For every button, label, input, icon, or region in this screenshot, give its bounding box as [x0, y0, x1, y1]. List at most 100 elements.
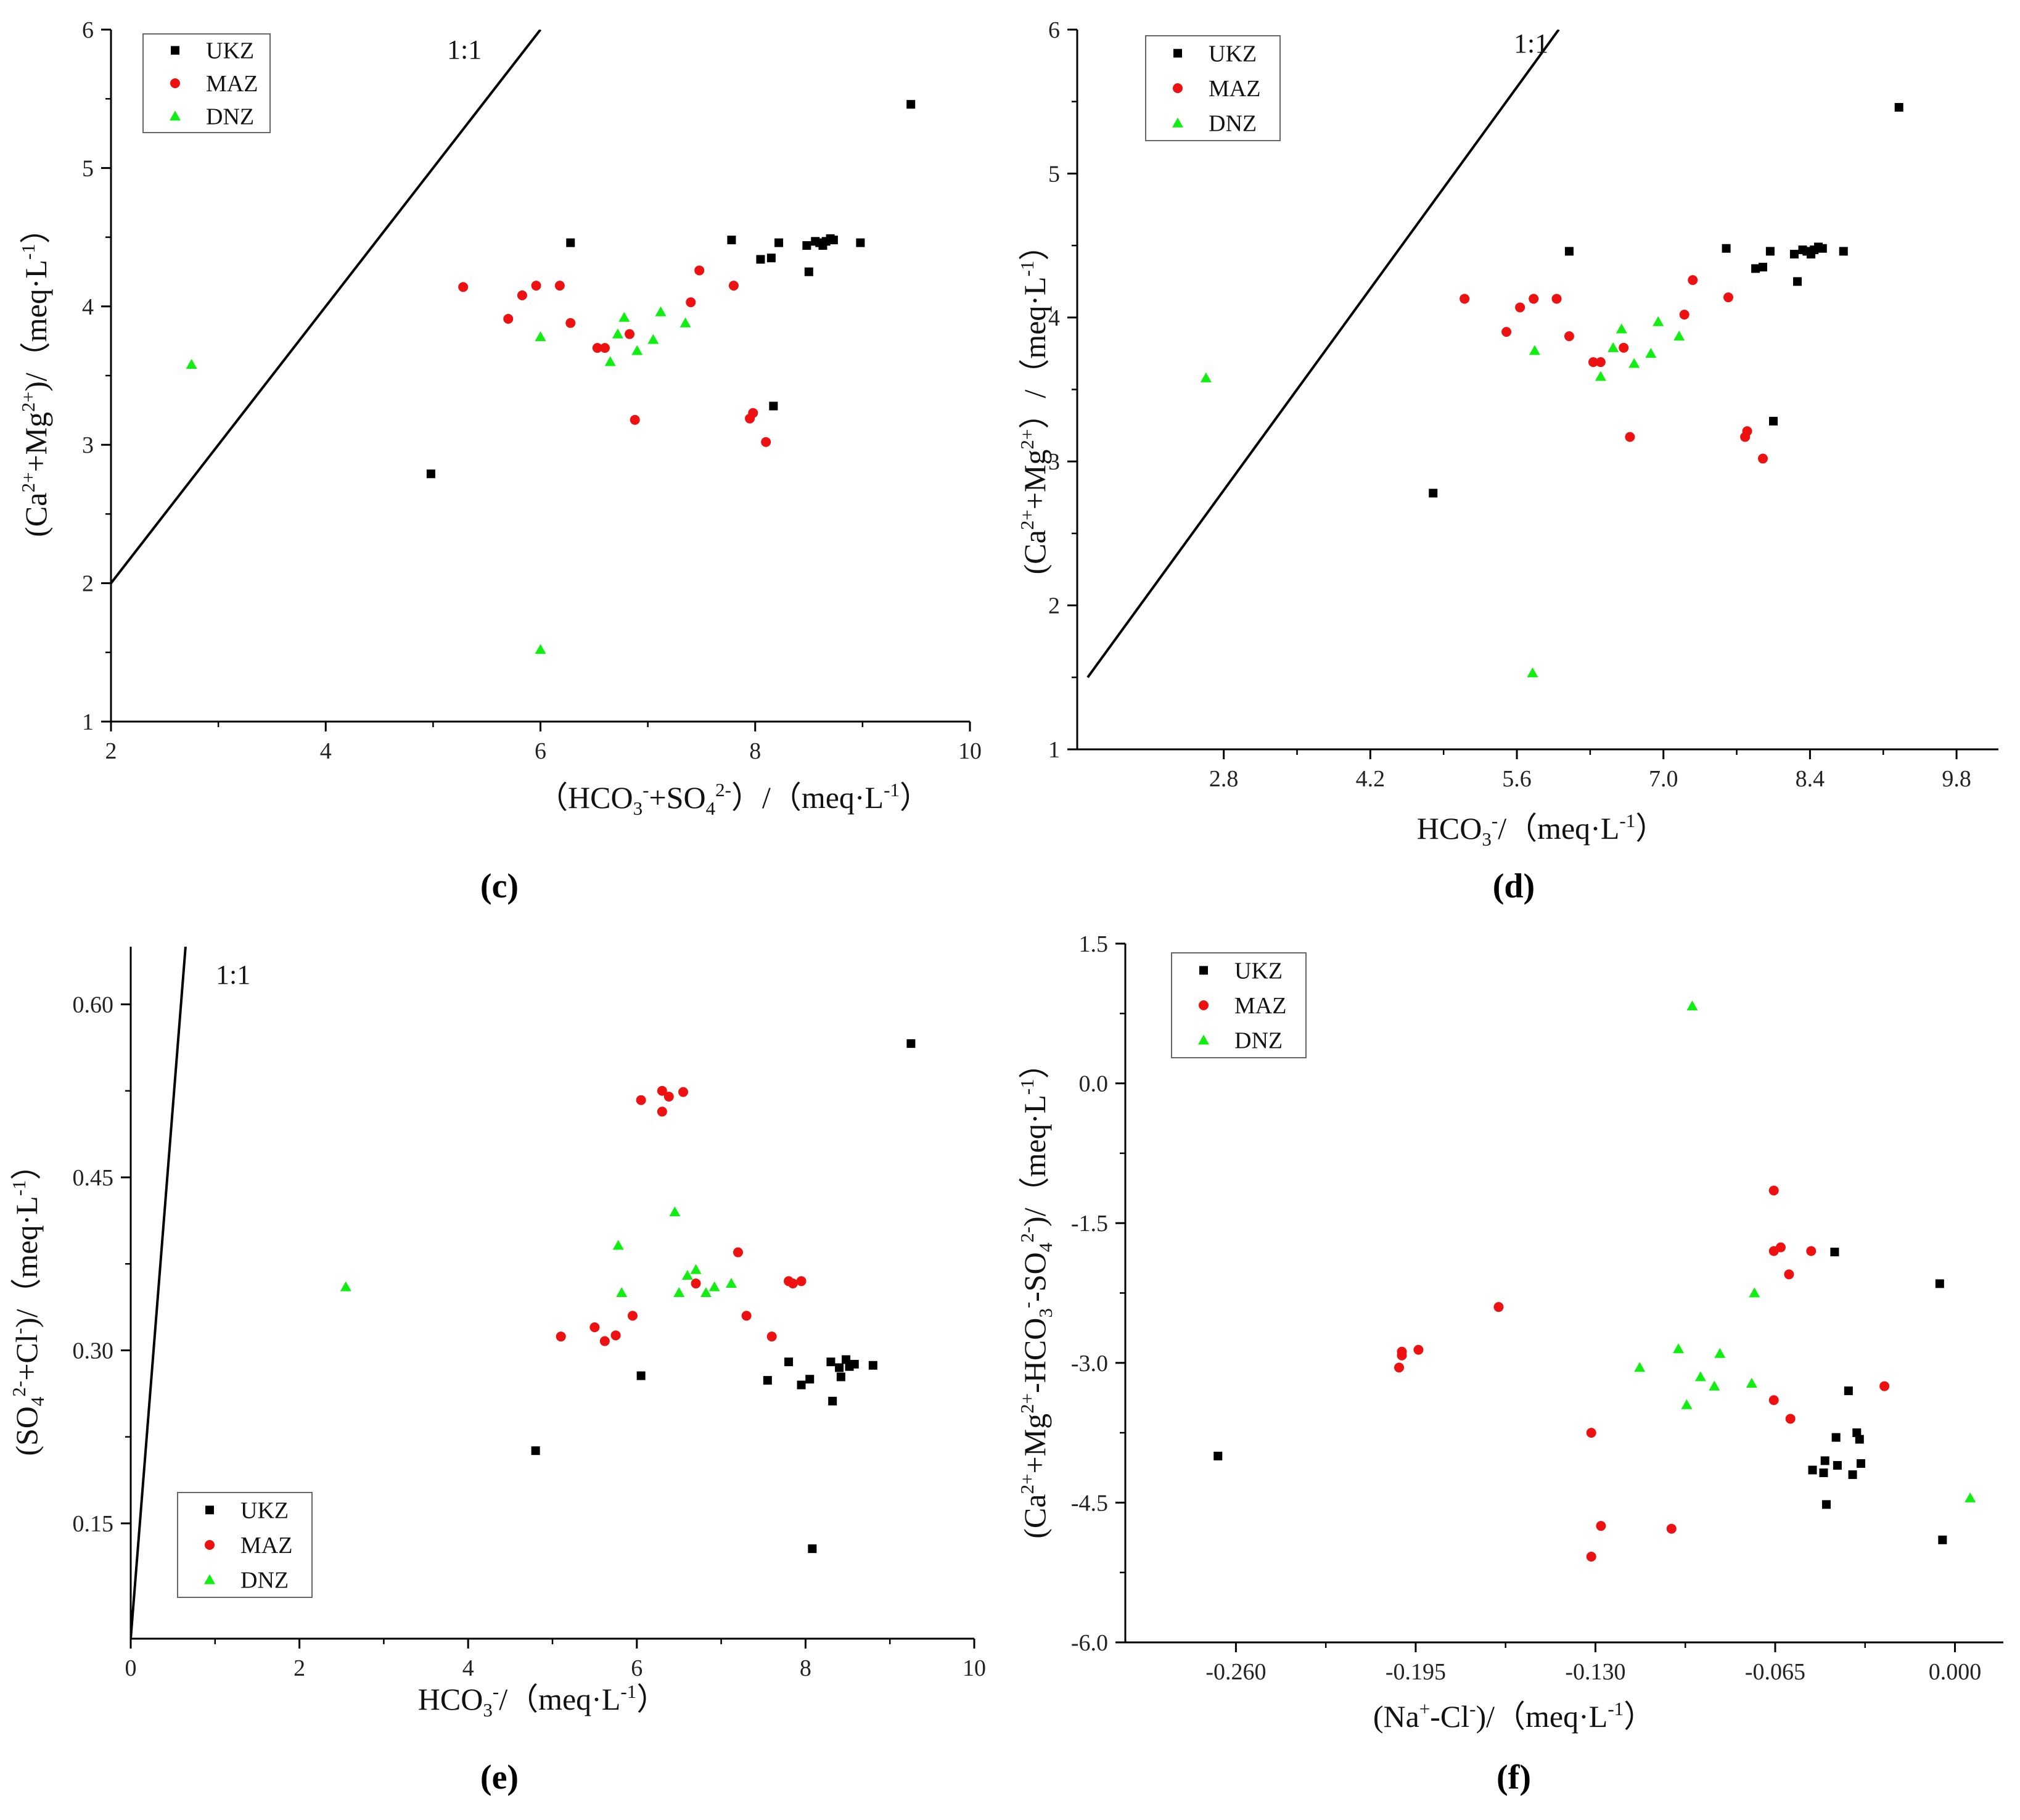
data-point — [1793, 277, 1802, 286]
data-point — [808, 1544, 817, 1554]
series-UKZ — [1429, 103, 1903, 498]
series-MAZ — [556, 1085, 807, 1346]
data-point — [1397, 1350, 1407, 1361]
legend-marker — [1198, 1034, 1209, 1045]
data-point — [1527, 667, 1538, 678]
data-point — [1839, 247, 1848, 256]
data-point — [1413, 1344, 1424, 1355]
data-point — [727, 236, 736, 245]
legend-marker — [205, 1505, 214, 1515]
data-point — [691, 1279, 701, 1289]
data-point — [748, 408, 758, 418]
series-DNZ — [340, 1206, 737, 1297]
legend-marker — [1199, 1000, 1209, 1010]
legend-box — [142, 33, 271, 133]
panel-e: 0 2 4 6 8 10 0.15 0.30 0.45 0.60 1:1 UKZ MAZ DNZ HCO3-… — [8, 947, 986, 1797]
x-tick-label: 7.0 — [1649, 766, 1678, 792]
y-tick-label: 2 — [82, 571, 94, 597]
data-point — [1493, 1302, 1504, 1312]
data-point — [1965, 1492, 1976, 1502]
data-point — [1515, 302, 1525, 313]
data-point — [1831, 1433, 1841, 1442]
panel-d: 2.8 4.2 5.6 7.0 8.4 9.8 1 2 3 4 5 6 1:1 UKZ MAZ DNZ HCO3… — [1016, 17, 1998, 905]
data-point — [804, 267, 813, 276]
x-tick-label: -0.260 — [1205, 1659, 1266, 1685]
data-point — [186, 359, 197, 369]
data-point — [756, 255, 765, 264]
y-tick-label: -1.5 — [1071, 1211, 1108, 1237]
data-point — [340, 1281, 351, 1291]
data-point — [694, 265, 705, 276]
data-point — [836, 1372, 845, 1381]
data-point — [1460, 294, 1470, 304]
data-point — [1628, 358, 1640, 368]
y-axis-label: (SO42-+Cl-)/（meq·L-1） — [8, 1149, 48, 1456]
data-point — [610, 1330, 621, 1341]
y-tick-label: 2 — [1048, 593, 1060, 619]
data-point — [1749, 1287, 1760, 1298]
data-point — [1619, 342, 1629, 353]
legend-entry: DNZ — [206, 104, 254, 130]
data-point — [1857, 1459, 1866, 1468]
data-point — [678, 1087, 689, 1097]
y-tick-label: 1.5 — [1079, 931, 1109, 957]
data-point — [1821, 1500, 1831, 1509]
data-point — [612, 328, 623, 339]
data-point — [535, 331, 546, 342]
data-point — [1694, 1371, 1706, 1381]
data-point — [1709, 1380, 1720, 1391]
data-point — [1645, 348, 1657, 358]
data-point — [1833, 1460, 1842, 1470]
data-point — [763, 1376, 772, 1385]
legend-entry: MAZ — [1209, 76, 1260, 102]
data-point — [708, 1281, 720, 1291]
data-point — [655, 306, 667, 316]
data-point — [599, 343, 610, 353]
panel-caption: (f) — [1497, 1758, 1531, 1797]
ratio-line-1-1 — [1086, 30, 1560, 678]
data-point — [1200, 372, 1212, 382]
data-point — [531, 1446, 540, 1456]
legend-marker — [1172, 117, 1183, 128]
data-point — [1765, 247, 1775, 256]
data-point — [1848, 1470, 1857, 1480]
data-point — [1529, 294, 1539, 304]
data-point — [796, 1276, 807, 1287]
data-point — [663, 1092, 674, 1102]
data-point — [761, 437, 771, 447]
data-point — [766, 253, 776, 263]
x-tick-label: 2 — [105, 738, 117, 764]
x-axis-label: HCO3-/（meq·L-1） — [418, 1681, 667, 1721]
panel-f: -0.260 -0.195 -0.130 -0.065 0.000 -6.0 -4.5 -3.… — [1016, 931, 2003, 1797]
data-point — [1501, 327, 1512, 337]
data-point — [906, 1039, 916, 1048]
legend: UKZ MAZ DNZ — [142, 33, 271, 133]
data-point — [686, 297, 696, 308]
legend-entry: UKZ — [1234, 958, 1283, 984]
data-point — [1529, 345, 1540, 355]
data-point — [1759, 263, 1768, 272]
data-point — [616, 1287, 628, 1297]
data-point — [802, 241, 811, 250]
data-point — [1768, 416, 1778, 426]
data-point — [868, 1361, 877, 1370]
legend-entry: DNZ — [1234, 1028, 1283, 1054]
data-point — [733, 1247, 743, 1258]
data-point — [1935, 1279, 1944, 1288]
data-point — [774, 238, 784, 247]
series-UKZ — [531, 1039, 916, 1554]
data-point — [1789, 250, 1799, 259]
y-tick-label: 4 — [82, 294, 94, 320]
panel-c: 2 4 6 8 101234561:1UKZMAZDNZ（HCO3-+SO42-）/（m… — [17, 17, 982, 905]
legend-box — [1145, 35, 1281, 141]
legend-marker — [1199, 966, 1208, 975]
legend: UKZ MAZ DNZ — [1171, 952, 1307, 1058]
data-point — [627, 1311, 638, 1321]
data-point — [503, 313, 514, 324]
ratio-line-label: 1:1 — [1514, 28, 1548, 59]
data-point — [850, 1359, 859, 1369]
x-tick-label: 10 — [958, 738, 982, 764]
data-point — [700, 1287, 712, 1297]
data-point — [828, 1396, 837, 1406]
data-point — [1673, 1343, 1685, 1354]
